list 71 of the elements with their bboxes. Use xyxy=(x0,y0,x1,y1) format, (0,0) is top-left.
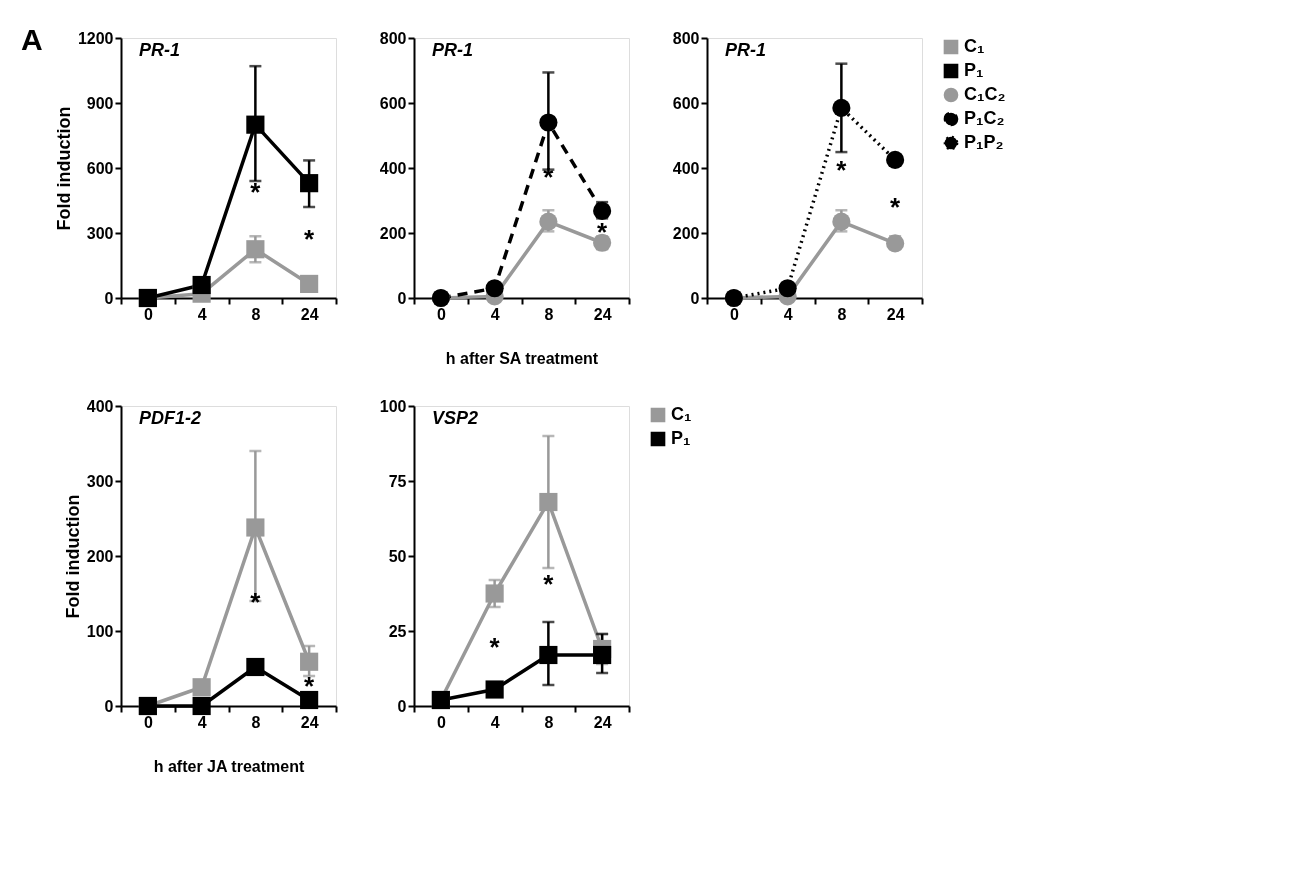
y-tick-label: 25 xyxy=(388,622,407,640)
y-tick-label: 0 xyxy=(104,697,114,715)
x-tick-label: 8 xyxy=(544,305,554,323)
chart-title: VSP2 xyxy=(432,408,479,428)
x-tick-label: 8 xyxy=(837,305,847,323)
y-tick-label: 0 xyxy=(690,289,700,307)
y-tick-label: 800 xyxy=(379,29,407,47)
x-tick-label: 8 xyxy=(251,305,261,323)
x-tick-label: 0 xyxy=(436,305,446,323)
y-tick-label: 0 xyxy=(104,289,114,307)
y-tick-label: 200 xyxy=(379,224,407,242)
y-tick-label: 0 xyxy=(397,289,407,307)
x-tick-label: 24 xyxy=(300,305,319,323)
x-tick-label: 0 xyxy=(143,305,153,323)
x-tick-label: 4 xyxy=(490,305,500,323)
y-tick-label: 300 xyxy=(86,472,114,490)
x-tick-label: 24 xyxy=(593,713,612,731)
annotation: * xyxy=(836,154,848,185)
y-tick-label: 900 xyxy=(86,94,114,112)
chart-title: PDF1-2 xyxy=(139,408,202,428)
text: A xyxy=(21,23,43,56)
x-tick-label: 24 xyxy=(593,305,612,323)
y-tick-label: 400 xyxy=(86,397,114,415)
x-tick-label: 0 xyxy=(143,713,153,731)
annotation: * xyxy=(250,587,262,618)
chart-title: PR-1 xyxy=(139,40,181,60)
x-axis-title: h after JA treatment xyxy=(153,757,305,775)
x-tick-label: 4 xyxy=(197,305,207,323)
x-tick-label: 0 xyxy=(729,305,739,323)
y-tick-label: 600 xyxy=(379,94,407,112)
legend-label: P₁ xyxy=(671,428,691,448)
y-tick-label: 600 xyxy=(672,94,700,112)
annotation: * xyxy=(890,191,902,222)
annotation: * xyxy=(543,568,555,599)
text: P₁P₂ xyxy=(964,132,1004,152)
y-tick-label: 1200 xyxy=(77,29,114,47)
annotation: * xyxy=(489,631,501,662)
x-tick-label: 8 xyxy=(544,713,554,731)
chart-title: PR-1 xyxy=(432,40,474,60)
x-tick-label: 4 xyxy=(490,713,500,731)
text: P₁ xyxy=(964,60,984,80)
x-tick-label: 24 xyxy=(300,713,319,731)
x-tick-label: 8 xyxy=(251,713,261,731)
chart-title: PR-1 xyxy=(725,40,767,60)
annotation: * xyxy=(543,162,555,193)
legend-label: P₁C₂ xyxy=(964,108,1005,128)
y-tick-label: 800 xyxy=(672,29,700,47)
annotation: * xyxy=(304,670,316,701)
y-tick-label: 100 xyxy=(379,397,407,415)
y-tick-label: 200 xyxy=(86,547,114,565)
text: C₁ xyxy=(964,36,985,56)
y-tick-label: 600 xyxy=(86,159,114,177)
legend-label: C₁C₂ xyxy=(964,84,1006,104)
x-tick-label: 4 xyxy=(197,713,207,731)
y-tick-label: 300 xyxy=(86,224,114,242)
y-axis-title: Fold induction xyxy=(62,494,83,619)
y-tick-label: 50 xyxy=(388,547,407,565)
x-tick-label: 0 xyxy=(436,713,446,731)
x-tick-label: 4 xyxy=(783,305,793,323)
y-tick-label: 400 xyxy=(379,159,407,177)
x-axis-title: h after SA treatment xyxy=(445,349,599,367)
legend-label: C₁ xyxy=(671,404,692,424)
x-tick-label: 24 xyxy=(886,305,905,323)
y-axis-title: Fold induction xyxy=(53,106,74,231)
y-tick-label: 400 xyxy=(672,159,700,177)
y-tick-label: 75 xyxy=(388,472,407,490)
annotation: * xyxy=(304,223,316,254)
y-tick-label: 100 xyxy=(86,622,114,640)
y-tick-label: 0 xyxy=(397,697,407,715)
y-tick-label: 200 xyxy=(672,224,700,242)
annotation: * xyxy=(250,176,262,207)
